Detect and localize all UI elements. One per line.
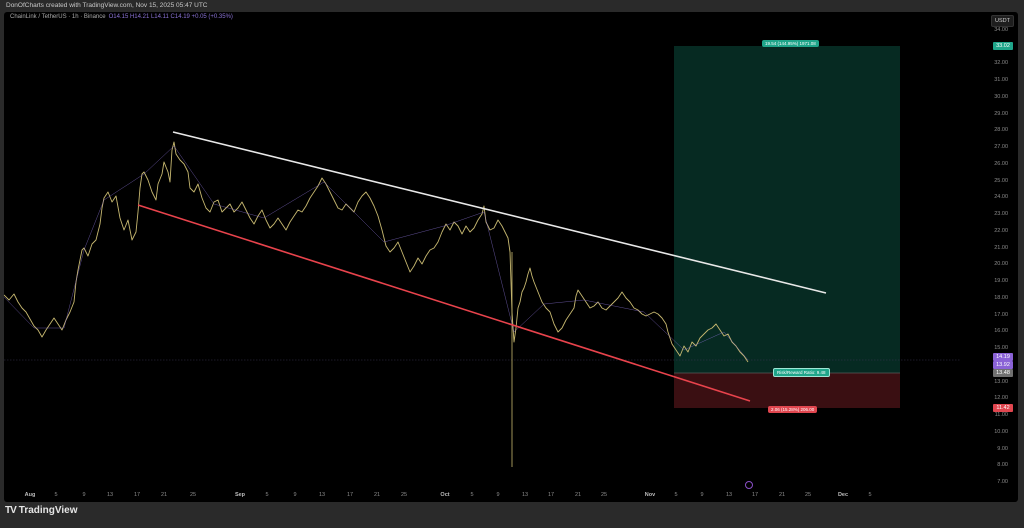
time-tick: 17 <box>133 492 141 498</box>
time-tick: 21 <box>160 492 168 498</box>
snapshot-credit: DonOfCharts created with TradingView.com… <box>6 2 208 9</box>
price-plot[interactable] <box>4 12 960 490</box>
price-tick: 10.00 <box>994 428 1008 435</box>
symbol-title: ChainLink / TetherUS · 1h · Binance <box>10 14 106 20</box>
price-tick: 32.00 <box>994 60 1008 67</box>
chart-legend: ChainLink / TetherUS · 1h · Binance O14.1… <box>10 14 233 20</box>
time-tick: Aug <box>24 492 36 498</box>
price-tick: 22.00 <box>994 227 1008 234</box>
stop-label[interactable]: 2.06 (15.28%) 206.00 <box>768 406 818 413</box>
time-tick: 9 <box>700 492 704 498</box>
time-tick: 9 <box>293 492 297 498</box>
tradingview-logo: TV TradingView <box>5 505 78 516</box>
countdown-price-label: 13.92 <box>993 361 1013 369</box>
top-bar: DonOfCharts created with TradingView.com… <box>0 0 1024 13</box>
price-tick: 7.00 <box>997 478 1008 485</box>
time-tick: 5 <box>54 492 58 498</box>
lower-trendline[interactable] <box>137 204 751 402</box>
time-tick: 5 <box>868 492 872 498</box>
profit-zone[interactable] <box>674 46 900 373</box>
price-tick: 11.00 <box>994 412 1008 419</box>
time-tick: Oct <box>440 492 450 498</box>
brand-name: TradingView <box>18 505 78 516</box>
price-tick: 26.00 <box>994 160 1008 167</box>
price-tick: 17.00 <box>994 311 1008 318</box>
price-tick: 27.00 <box>994 144 1008 151</box>
price-tick: 31.00 <box>994 77 1008 84</box>
time-tick: Dec <box>837 492 849 498</box>
ohlc-values: O14.15 H14.21 L14.11 C14.19 +0.05 (+0.35… <box>108 14 233 20</box>
price-tick: 25.00 <box>994 177 1008 184</box>
risk-reward-label[interactable]: Risk/Reward Ratio: 9.48 <box>773 368 830 377</box>
time-tick: 25 <box>189 492 197 498</box>
loss-zone[interactable] <box>674 373 900 408</box>
price-tick: 19.00 <box>994 278 1008 285</box>
price-tick: 29.00 <box>994 110 1008 117</box>
price-tick: 30.00 <box>994 93 1008 100</box>
time-tick: 21 <box>778 492 786 498</box>
price-tick: 15.00 <box>994 345 1008 352</box>
stop-price-label: 11.42 <box>993 404 1013 412</box>
time-tick: 17 <box>751 492 759 498</box>
time-tick: Sep <box>234 492 246 498</box>
time-tick: 13 <box>318 492 326 498</box>
price-tick: 9.00 <box>997 445 1008 452</box>
upper-trendline[interactable] <box>172 131 827 294</box>
price-tick: 20.00 <box>994 261 1008 268</box>
currency-button[interactable]: USDT <box>991 15 1014 27</box>
entry-price-label: 13.48 <box>993 369 1013 377</box>
event-marker-icon[interactable] <box>745 481 753 489</box>
time-tick: 17 <box>346 492 354 498</box>
time-tick: 25 <box>804 492 812 498</box>
price-tick: 23.00 <box>994 211 1008 218</box>
price-tick: 13.00 <box>994 378 1008 385</box>
tv-logo-icon: TV <box>5 505 17 516</box>
time-tick: 9 <box>82 492 86 498</box>
time-tick: 25 <box>600 492 608 498</box>
price-tick: 21.00 <box>994 244 1008 251</box>
time-tick: Nov <box>644 492 656 498</box>
target-label[interactable]: 19.54 (144.95%) 1971.08 <box>762 40 819 47</box>
price-tick: 16.00 <box>994 328 1008 335</box>
price-series <box>4 141 749 363</box>
current-price-label: 14.19 <box>993 353 1013 361</box>
time-tick: 25 <box>400 492 408 498</box>
price-tick: 18.00 <box>994 294 1008 301</box>
price-tick: 34.00 <box>994 27 1008 33</box>
chart-pane[interactable]: 19.54 (144.95%) 1971.08 Risk/Reward Rati… <box>4 12 1018 502</box>
time-tick: 9 <box>496 492 500 498</box>
time-tick: 13 <box>521 492 529 498</box>
price-axis[interactable]: USDT 34.0033.0032.0031.0030.0029.0028.00… <box>960 12 1018 502</box>
price-series-overlay <box>4 145 749 361</box>
target-price-label: 33.02 <box>993 42 1013 50</box>
price-tick: 8.00 <box>997 462 1008 469</box>
time-tick: 5 <box>674 492 678 498</box>
price-tick: 24.00 <box>994 194 1008 201</box>
price-tick: 28.00 <box>994 127 1008 134</box>
time-tick: 13 <box>725 492 733 498</box>
time-tick: 21 <box>574 492 582 498</box>
time-tick: 21 <box>373 492 381 498</box>
time-tick: 5 <box>470 492 474 498</box>
time-tick: 13 <box>106 492 114 498</box>
price-tick: 12.00 <box>994 395 1008 402</box>
time-tick: 5 <box>265 492 269 498</box>
time-axis[interactable]: Aug 5 9 13 17 21 25 Sep 5 9 13 17 21 25 Oct 5 9 13 17 21 25 N… <box>4 490 960 502</box>
time-tick: 17 <box>547 492 555 498</box>
